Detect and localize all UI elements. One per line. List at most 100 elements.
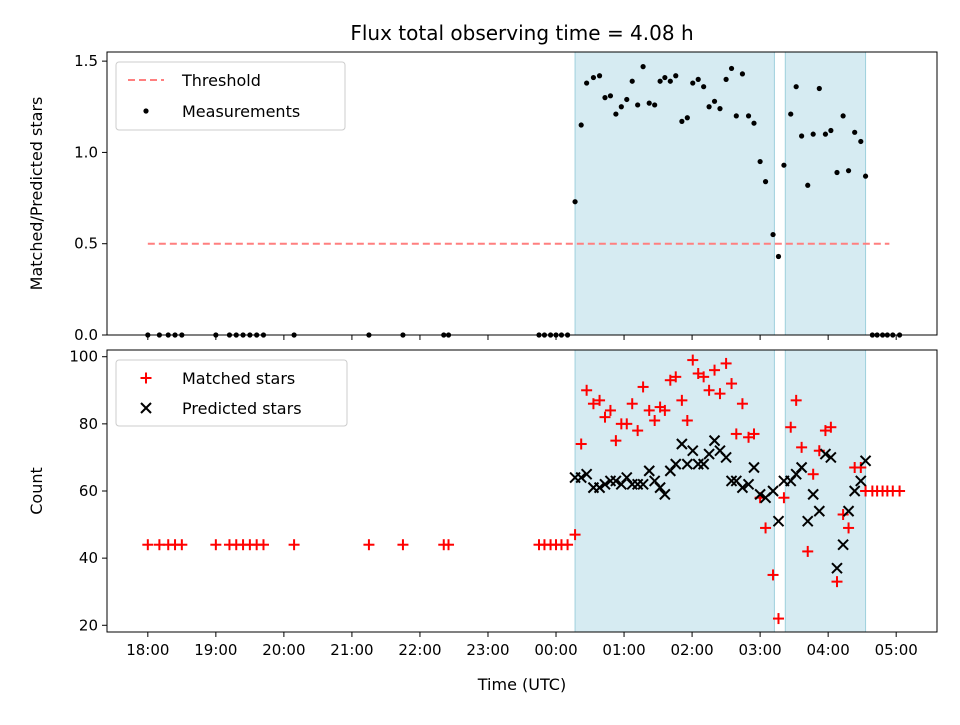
x-stroke-b (802, 515, 814, 527)
measurement-point (805, 182, 811, 188)
measurement-point (816, 85, 822, 92)
x-stroke-b (676, 438, 688, 450)
measurement-point (852, 129, 858, 135)
matched-star-marker (687, 354, 699, 366)
x-tick-label: 04:00 (807, 641, 850, 659)
x-tick-label: 01:00 (602, 641, 645, 659)
predicted-star-marker (643, 465, 655, 477)
measurement-point (775, 253, 782, 260)
matched-star-marker (825, 421, 837, 433)
x-stroke-b (807, 488, 819, 501)
measurement-point (584, 80, 590, 86)
predicted-legend-label: Predicted stars (182, 399, 302, 418)
x-stroke-b (772, 515, 785, 527)
measurement-point (845, 168, 852, 174)
matched-star-marker (363, 539, 375, 551)
x-stroke-b (659, 488, 671, 501)
x-stroke-b (767, 485, 779, 497)
x-stroke-b (748, 461, 760, 474)
x-stroke-b (643, 465, 655, 477)
matched-star-marker (855, 462, 867, 473)
predicted-star-marker (795, 461, 808, 474)
x-stroke-b (720, 451, 732, 464)
x-stroke-b (725, 475, 738, 487)
matched-star-marker (562, 539, 574, 551)
matched-star-marker (698, 371, 710, 383)
predicted-star-marker (859, 455, 872, 467)
matched-star-marker (796, 441, 808, 453)
y-tick-label: 0.0 (74, 326, 98, 344)
matched-star-marker (767, 569, 779, 581)
x-stroke-b (708, 434, 721, 447)
legend-x-stroke-b (140, 402, 152, 414)
count-legend-box (115, 359, 348, 427)
measurement-point (762, 179, 769, 185)
count-y-axis-label: Count (27, 467, 46, 515)
matched-star-marker (726, 378, 738, 390)
x-tick-label: 05:00 (875, 641, 918, 659)
matched-star-marker (837, 509, 849, 520)
predicted-star-marker (610, 475, 622, 487)
matched-star-marker (210, 539, 222, 551)
observing-window (574, 349, 775, 633)
measurement-point (840, 113, 846, 119)
measurement-point (788, 111, 794, 117)
observing-window (784, 51, 867, 336)
measurement-point (858, 138, 864, 145)
predicted-star-marker (807, 488, 819, 501)
ratio-panel: 0.0 0.5 1.0 1.5 Matched/Predicted stars Thr… (27, 51, 938, 344)
x-stroke-b (681, 458, 694, 470)
measurement-point (690, 80, 696, 86)
matched-star-marker (575, 438, 587, 450)
x-stroke-b (621, 471, 633, 484)
measurement-point (578, 122, 584, 128)
measurement-point (572, 199, 578, 205)
x-stroke-b (654, 481, 666, 494)
measurement-point (828, 127, 834, 134)
x-stroke-b (742, 478, 755, 490)
matched-star-marker (610, 435, 622, 447)
count-panel: 20 40 60 80 100 18:00 19:00 20:00 21:00 22:00 23:… (27, 348, 938, 694)
y-tick-label: 40 (79, 549, 98, 567)
matched-star-marker (736, 398, 748, 410)
matched-star-markers (142, 354, 906, 625)
predicted-star-marker (593, 481, 606, 494)
measurements-legend-swatch (143, 108, 149, 114)
x-tick-label: 21:00 (330, 641, 373, 659)
predicted-star-marker (825, 451, 837, 464)
matched-star-marker (831, 576, 843, 588)
chart-title: Flux total observing time = 4.08 h (350, 21, 693, 45)
observing-window-shading (574, 349, 867, 633)
measurement-point (711, 98, 718, 104)
measurement-point (618, 104, 624, 110)
measurement-point (751, 120, 757, 126)
predicted-star-marker (637, 478, 649, 490)
ratio-x-ticks (147, 335, 897, 340)
measurement-point (723, 76, 729, 82)
predicted-star-marker (676, 438, 688, 450)
predicted-star-marker (697, 458, 710, 470)
predicted-star-marker (687, 445, 699, 457)
measurement-point (673, 73, 679, 79)
matched-star-marker (681, 415, 693, 426)
measurement-point (667, 78, 673, 84)
predicted-star-markers (569, 434, 872, 574)
matched-star-marker (714, 388, 726, 400)
predicted-star-marker (819, 448, 832, 460)
predicted-star-marker (599, 478, 611, 490)
matched-star-marker (176, 539, 188, 551)
x-stroke-b (580, 468, 593, 480)
y-tick-label: 1.5 (74, 52, 98, 70)
matched-star-marker (843, 522, 855, 534)
x-stroke-b (593, 481, 606, 494)
matched-star-marker (894, 485, 906, 497)
measurement-point (770, 231, 776, 238)
measurement-point (739, 71, 746, 77)
matched-star-marker (659, 404, 671, 416)
measurement-point (793, 84, 799, 90)
matched-star-marker (587, 398, 599, 410)
matched-star-marker (730, 428, 742, 440)
x-stroke-b (736, 481, 749, 494)
measurement-point (706, 104, 712, 110)
